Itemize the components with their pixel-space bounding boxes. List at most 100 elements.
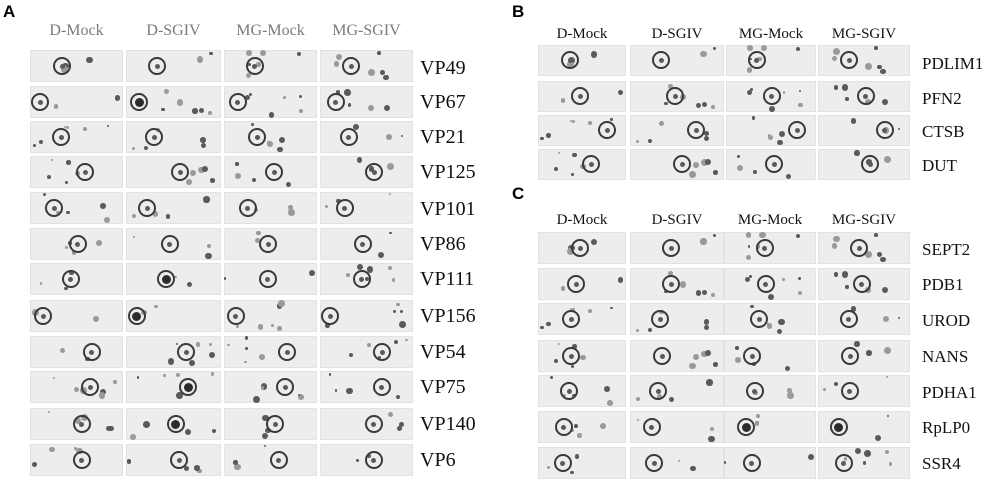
gel-spot	[706, 379, 713, 386]
gel-spot	[573, 424, 578, 428]
gel-spot	[308, 269, 316, 277]
gel-spot	[750, 304, 754, 308]
gel-spot	[345, 272, 350, 277]
gel-spot	[884, 155, 892, 163]
gel-spot	[250, 122, 255, 126]
gel-spot	[795, 233, 800, 238]
panel-a-gel-cell	[224, 371, 317, 403]
gel-spot	[841, 271, 849, 278]
gel-spot	[200, 137, 206, 143]
gel-spot	[577, 433, 582, 438]
gel-spot	[768, 105, 775, 112]
gel-spot	[278, 300, 285, 308]
panel-b-gel-cell	[538, 45, 626, 76]
gel-spot	[190, 169, 196, 176]
panel-c-gel-cell	[724, 340, 816, 372]
gel-spot	[693, 162, 700, 169]
gel-spot	[257, 324, 264, 330]
panel-c-gel-cell	[630, 232, 724, 264]
spot-circle-marker	[840, 382, 859, 400]
gel-spot	[355, 459, 360, 463]
spot-circle-marker	[666, 87, 685, 105]
panel-c-gel-cell	[818, 447, 910, 479]
spot-circle-marker	[840, 51, 859, 69]
gel-spot	[710, 105, 715, 110]
gel-spot	[65, 180, 69, 184]
gel-spot	[346, 387, 353, 395]
spot-circle-marker	[554, 418, 573, 436]
gel-spot	[270, 323, 274, 327]
gel-spot	[210, 372, 215, 376]
spot-circle-marker	[852, 275, 871, 293]
panel-a-gel-cell	[126, 121, 221, 153]
gel-spot	[546, 321, 551, 327]
panel-a-gel-cell	[224, 336, 317, 368]
spot-circle-marker	[266, 415, 285, 433]
gel-spot	[669, 397, 674, 402]
panel-c-gel-cell	[630, 411, 724, 443]
spot-circle-marker	[278, 343, 297, 361]
spot-circle-marker	[81, 378, 100, 396]
gel-spot	[235, 161, 239, 166]
panel-a-gel-cell	[320, 408, 413, 440]
gel-spot	[344, 89, 351, 96]
gel-spot	[881, 99, 888, 105]
gel-spot	[877, 252, 883, 258]
gel-spot	[389, 231, 392, 235]
gel-spot	[712, 233, 716, 238]
gel-spot	[235, 325, 239, 329]
panel-a-gel-cell	[126, 156, 221, 188]
gel-spot	[207, 111, 212, 115]
gel-spot	[689, 362, 696, 370]
spot-circle-marker	[265, 163, 284, 181]
gel-spot	[736, 154, 741, 159]
spot-circle-marker	[743, 347, 762, 365]
panel-c-row-label: NANS	[922, 347, 969, 366]
gel-spot	[617, 277, 624, 283]
gel-spot	[690, 466, 696, 472]
gel-spot	[897, 316, 900, 319]
gel-spot	[782, 278, 785, 282]
spot-circle-marker	[76, 163, 95, 181]
panel-c-gel-cell	[630, 375, 724, 407]
spot-circle-marker	[562, 347, 581, 365]
gel-spot	[82, 127, 87, 131]
gel-spot	[144, 146, 149, 151]
panel-a-gel-cell	[30, 371, 123, 403]
gel-spot	[279, 137, 286, 144]
panel-a-row-label: VP49	[420, 57, 466, 79]
spot-circle-marker	[170, 451, 189, 469]
spot-circle-marker	[68, 235, 87, 253]
gel-spot	[185, 429, 192, 436]
gel-spot	[695, 102, 702, 108]
gel-spot	[865, 350, 872, 356]
gel-spot	[776, 328, 783, 335]
gel-spot	[108, 425, 114, 432]
gel-spot	[267, 141, 273, 148]
gel-spot	[778, 319, 785, 326]
gel-spot	[695, 290, 702, 296]
panel-b-header-mg-mock: MG-Mock	[738, 26, 804, 42]
spot-circle-marker	[561, 51, 580, 69]
gel-spot	[184, 466, 190, 472]
gel-spot	[575, 454, 580, 459]
gel-spot	[259, 50, 267, 57]
gel-spot	[734, 356, 741, 363]
panel-c-gel-cell	[818, 268, 910, 300]
gel-spot	[777, 139, 783, 146]
panel-b-gel-cell	[726, 149, 816, 180]
spot-circle-marker	[372, 378, 391, 396]
gel-spot	[267, 140, 270, 144]
gel-spot	[547, 465, 550, 469]
gel-spot	[885, 376, 889, 379]
gel-spot	[603, 386, 610, 392]
spot-circle-marker	[72, 451, 91, 469]
gel-spot	[540, 136, 544, 141]
gel-spot	[201, 166, 208, 173]
panel-c-header-d-mock: D-Mock	[556, 212, 608, 228]
gel-spot	[31, 461, 37, 467]
gel-spot	[328, 373, 332, 376]
gel-spot	[282, 96, 286, 100]
gel-spot	[736, 164, 743, 172]
panel-c-gel-cell	[538, 411, 626, 443]
